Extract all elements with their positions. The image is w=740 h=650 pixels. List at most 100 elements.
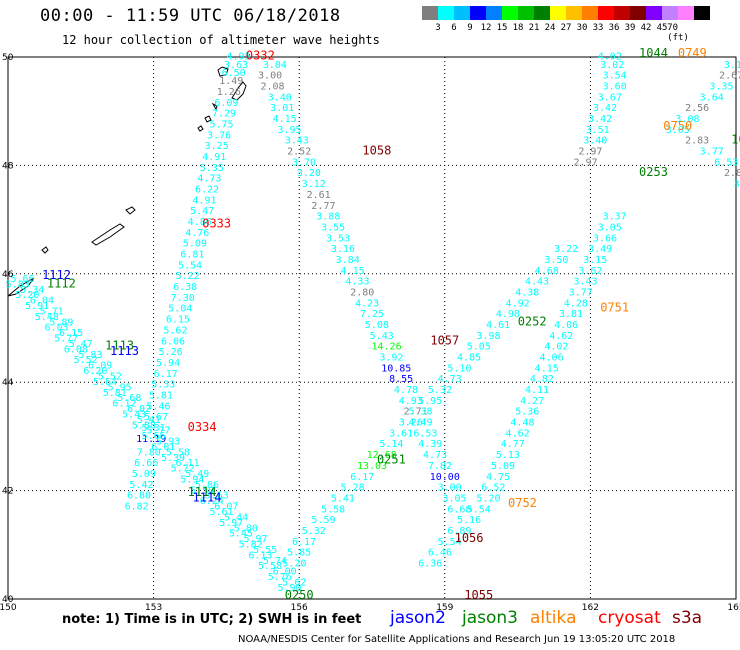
wave-height-value: 5.62 xyxy=(163,325,187,336)
wave-height-value: 5.66 xyxy=(142,431,166,442)
wave-height-value: 4.92 xyxy=(506,298,530,309)
wave-height-value: 5.09 xyxy=(491,461,515,472)
wave-height-value: 5.77 xyxy=(146,426,170,437)
chart-subtitle: 12 hour collection of altimeter wave hei… xyxy=(62,33,380,47)
wave-height-value: 6.68 xyxy=(447,504,471,515)
wave-height-value: 5.82 xyxy=(239,540,263,551)
wave-height-value: 3.70 xyxy=(292,157,316,168)
wave-height-value: 5.13 xyxy=(496,450,520,461)
wave-height-value: 3.66 xyxy=(593,233,617,244)
wave-height-value: 14.26 xyxy=(372,342,402,353)
wave-height-value: 3.04 xyxy=(263,60,287,71)
wave-height-value: 2.56 xyxy=(685,103,709,114)
colorbar-label: 45 xyxy=(656,23,668,33)
pass-time-label: 0750 xyxy=(663,119,692,133)
wave-height-value: 4.49 xyxy=(408,418,432,429)
colorbar-label: 39 xyxy=(624,23,636,33)
wave-height-value: 5.83 xyxy=(78,350,102,361)
colorbar-label: 27 xyxy=(560,23,572,33)
wave-height-value: 3.00 xyxy=(438,483,462,494)
wave-height-value: 3.42 xyxy=(588,114,612,125)
colorbar-label: 18 xyxy=(512,23,524,33)
wave-height-value: 6.15 xyxy=(166,315,190,326)
lat-lon-grid xyxy=(7,56,737,600)
wave-height-value: 5.83 xyxy=(6,279,30,290)
wave-height-value: 3.42 xyxy=(734,179,740,190)
colorbar-swatch xyxy=(694,6,710,20)
wave-height-value: 4.86 xyxy=(188,217,212,228)
wave-height-value: 4.77 xyxy=(501,439,525,450)
wave-height-value: 6.00 xyxy=(273,567,297,578)
wave-height-value: 3.42 xyxy=(593,103,617,114)
colorbar-label: 70 (ft) xyxy=(667,23,689,43)
colorbar-label: 21 xyxy=(528,23,540,33)
wave-height-value: 3.16 xyxy=(331,244,355,255)
wave-height-value: 5.95 xyxy=(418,396,442,407)
track-s3a-1058: 3.043.002.083.403.014.153.953.432.523.70… xyxy=(258,60,471,515)
pass-time-label: 1056 xyxy=(455,531,484,545)
wave-height-value: 5.54 xyxy=(438,537,462,548)
colorbar-label: 36 xyxy=(608,23,620,33)
wave-height-value: 4.73 xyxy=(438,374,462,385)
lat-tick-label: 44 xyxy=(2,378,14,388)
wave-height-value: 6.11 xyxy=(176,458,200,469)
wave-height-value: 4.73 xyxy=(197,174,221,185)
wave-height-value: 3.26 xyxy=(399,418,423,429)
wave-height-value: 3.67 xyxy=(598,92,622,103)
wave-height-value: 5.89 xyxy=(49,317,73,328)
wave-height-value: 3.95 xyxy=(277,125,301,136)
wave-height-value: 7.25 xyxy=(360,309,384,320)
wave-height-value: 3.43 xyxy=(573,277,597,288)
wave-height-value: 6.52 xyxy=(481,483,505,494)
track-cryosat-0332-0334: 4.953.636.501.491.266.097.295.753.763.25… xyxy=(125,52,251,513)
wave-height-value: 3.22 xyxy=(554,244,578,255)
lon-tick-label: 159 xyxy=(436,603,453,613)
colorbar-swatch xyxy=(470,6,486,20)
wave-height-value: 5.20 xyxy=(15,290,39,301)
colorbar-label: 3 xyxy=(435,23,441,33)
colorbar-swatch xyxy=(646,6,662,20)
wave-height-value: 4.61 xyxy=(486,320,510,331)
lat-tick-label: 42 xyxy=(2,487,13,497)
wave-height-value: 2.77 xyxy=(311,201,335,212)
wave-height-value: 3.63 xyxy=(224,60,248,71)
island-6 xyxy=(125,206,136,215)
wave-height-value: 3.60 xyxy=(603,82,627,93)
wave-height-value: 6.03 xyxy=(44,323,68,334)
wave-height-value: 2.97 xyxy=(578,147,602,158)
wave-height-value: 5.66 xyxy=(11,274,35,285)
wave-height-value: 4.06 xyxy=(554,320,578,331)
track-altika-0751: 6.366.465.546.895.165.545.206.524.755.09… xyxy=(418,212,627,570)
wave-height-value: 6.04 xyxy=(30,296,54,307)
wave-height-value: 5.04 xyxy=(168,304,192,315)
wave-height-value: 4.91 xyxy=(193,195,217,206)
wave-height-value: 6.02 xyxy=(127,404,151,415)
wave-height-value: 3.50 xyxy=(544,255,568,266)
wave-height-value: 6.82 xyxy=(125,502,149,513)
wave-height-value: 5.26 xyxy=(159,347,183,358)
wave-height-value: 5.52 xyxy=(98,371,122,382)
wave-height-value: 5.91 xyxy=(25,301,49,312)
wave-height-value: 4.62 xyxy=(506,428,530,439)
colorbar xyxy=(422,6,710,20)
axis-labels: 150 153 156 159 162 165 50 48 46 44 42 40 xyxy=(0,53,740,613)
wave-height-value: 3.64 xyxy=(700,92,724,103)
lat-tick-label: 50 xyxy=(2,53,14,63)
wave-height-value: 6.17 xyxy=(292,537,316,548)
wave-height-value: 5.10 xyxy=(447,363,471,374)
colorbar-label: 12 xyxy=(480,23,492,33)
wave-height-value: 4.91 xyxy=(202,152,226,163)
wave-height-value: 1.26 xyxy=(217,87,241,98)
island-7 xyxy=(91,223,125,246)
lon-tick-label: 165 xyxy=(727,603,740,613)
wave-height-value: 3.15 xyxy=(583,255,607,266)
wave-height-value: 5.61 xyxy=(209,507,233,518)
wave-height-value: 5.97 xyxy=(219,518,243,529)
wave-height-value: 2.61 xyxy=(307,190,331,201)
wave-height-value: 4.98 xyxy=(496,309,520,320)
pass-time-label: 0252 xyxy=(518,314,547,328)
wave-height-value: 5.68 xyxy=(117,393,141,404)
track-jason3-1112-1114: 5.665.346.045.715.896.155.475.836.095.52… xyxy=(11,274,307,589)
pass-time-label: 1112 xyxy=(42,268,71,282)
